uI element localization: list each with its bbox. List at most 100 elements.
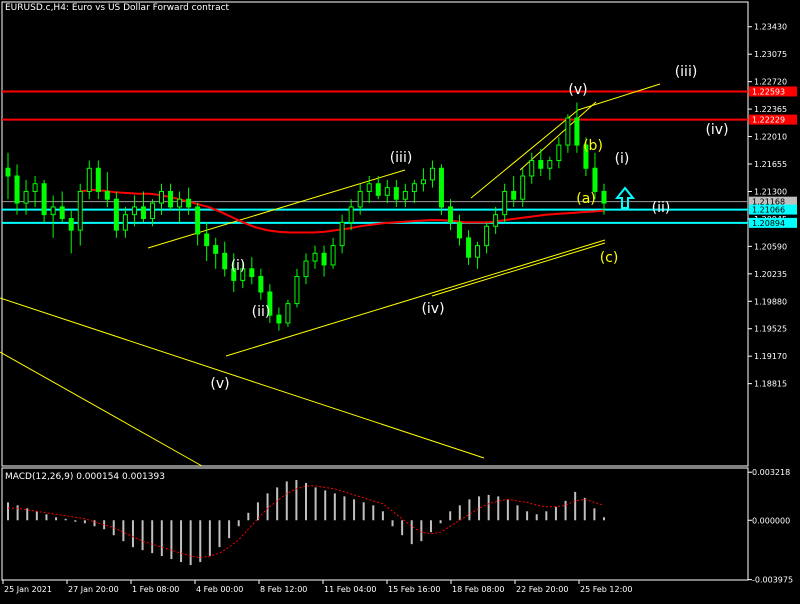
candle [538,148,544,176]
candle [159,183,165,215]
time-axis-label: 25 Jan 2021 [4,585,52,594]
candle-body [168,190,174,208]
candle [204,222,210,262]
candle-body [420,179,426,185]
candle [131,195,137,227]
candle [348,199,354,231]
candle [475,241,481,269]
price-label-box [749,196,797,207]
price-axis-label: 1.18815 [754,380,787,389]
macd-axis-label: -0.003975 [752,576,793,585]
candle-body [113,198,119,231]
candle-body [393,187,399,200]
candle [303,253,309,285]
wave-label: (b) [583,138,603,154]
candle-body [231,268,237,281]
wave-label: (i) [231,258,246,274]
price-label-box [749,204,797,215]
candle [222,241,228,277]
candle-body [447,206,453,223]
candle [168,183,174,211]
price-axis-label: 1.19525 [754,325,787,334]
candle [5,152,11,200]
price-label: 1.22593 [752,87,785,96]
price-axis-label: 1.23075 [754,50,787,59]
chart-title: EURUSD.c,H4: Euro vs US Dollar Forward c… [5,3,230,13]
time-axis-label: 22 Feb 20:00 [516,585,568,594]
wave-label: (iv) [705,122,728,138]
candle-body [438,167,444,208]
candle [213,237,219,269]
trendline [470,109,579,199]
wave-label: (iii) [390,150,413,166]
candle-body [14,175,20,204]
candle [95,160,101,200]
candle-body [384,187,390,196]
candle-body [303,260,309,278]
candle-body [177,198,183,208]
candle [556,137,562,169]
candle [366,176,372,204]
candle [447,199,453,231]
candle-body [23,190,29,204]
wave-label: (a) [576,191,596,207]
candle-body [258,276,264,293]
candle-body [375,183,381,196]
candle-body [547,160,553,169]
candle-body [5,167,11,177]
wave-label: (iii) [675,64,698,80]
candle-body [466,237,472,258]
candle [484,222,490,254]
candle-body [583,144,589,169]
candle-body [140,206,146,220]
time-axis-label: 25 Feb 12:00 [580,585,632,594]
candle-body [457,221,463,239]
candle-body [267,291,273,316]
candle-body [475,245,481,258]
candle-body [149,202,155,220]
wave-label: (ii) [652,200,671,216]
wave-label: (c) [600,250,619,266]
price-label: 1.21168 [752,198,785,207]
price-label-box [749,217,797,228]
wave-label: (ii) [252,304,271,320]
candle-body [222,252,228,270]
candle [113,191,119,238]
candle-body [122,214,128,231]
candle [565,114,571,153]
candle [276,307,282,331]
candle [68,210,74,254]
price-axis-label: 1.22365 [754,105,787,114]
trendline [0,297,485,459]
candle [77,183,83,246]
candle [104,172,110,207]
time-axis-label: 18 Feb 08:00 [452,585,504,594]
candle [529,152,535,184]
candle [23,179,29,215]
candle-body [104,190,110,200]
candle-body [86,167,92,192]
candle [357,183,363,215]
trendline [431,242,606,297]
candle-body [213,245,219,254]
candle [339,214,345,254]
main-chart-frame [1,1,749,467]
candle-body [131,206,137,216]
candle-body [484,225,490,247]
wave-label: (iv) [421,301,444,317]
candle-body [50,206,56,216]
candle [601,183,607,215]
candle-body [411,183,417,192]
candle [411,179,417,204]
candle-body [402,190,408,200]
candle-body [601,190,607,204]
price-label-box [749,114,797,125]
candle-body [592,167,598,192]
up-arrow-icon [614,186,636,209]
candle-body [294,276,300,305]
candle [375,176,381,200]
price-axis-label: 1.20235 [754,270,787,279]
